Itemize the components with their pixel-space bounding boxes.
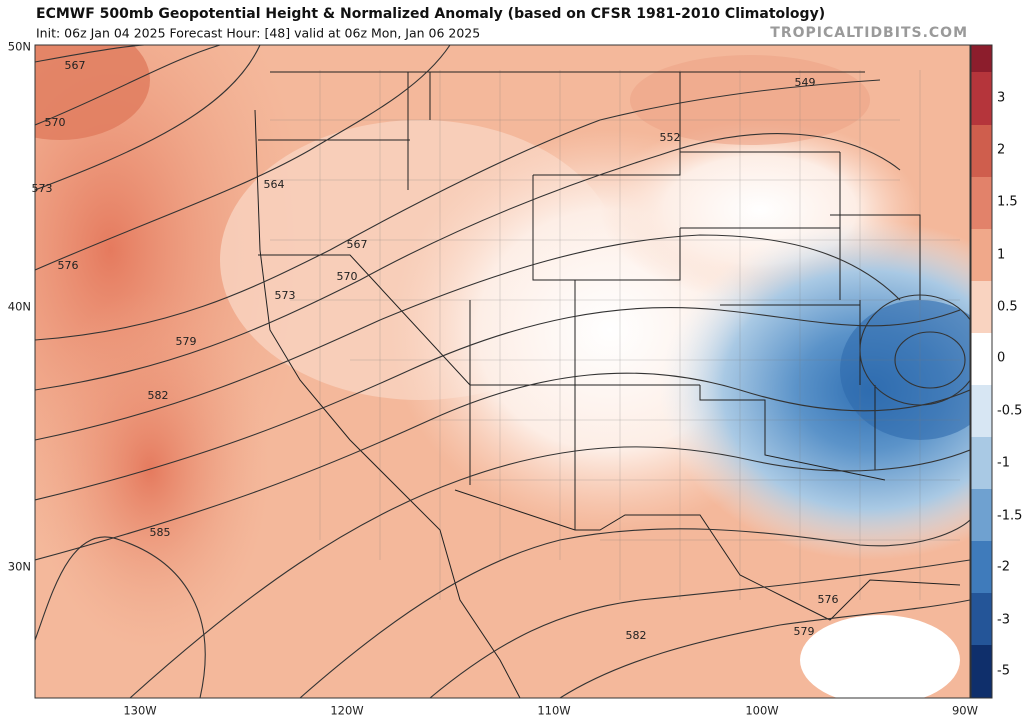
contour-label: 585 [150,526,171,539]
map-frame [34,44,971,699]
contour-label: 567 [347,238,368,251]
contour-label: 576 [58,259,79,272]
colorbar-label: -2 [997,560,1010,575]
title: ECMWF 500mb Geopotential Height & Normal… [36,6,825,22]
contour-label: 573 [32,182,53,195]
longitude-label: 100W [745,704,778,718]
contour-label: 582 [148,389,169,402]
contour-label: 567 [65,59,86,72]
contour-label: 579 [176,335,197,348]
colorbar-label: -3 [997,613,1010,628]
contour-label: 582 [626,629,647,642]
colorbar-label: -5 [997,664,1010,679]
contour-label: 549 [795,76,816,89]
colorbar-label: 2 [997,143,1005,158]
contour-labels: 567 570 573 576 579 582 585 564 567 570 … [32,59,839,642]
contour-label: 576 [818,593,839,606]
longitude-label: 130W [123,704,156,718]
height-contours [35,45,970,698]
contour-label: 579 [794,625,815,638]
latitude-label: 40N [8,300,31,314]
contour-label: 570 [45,116,66,129]
watermark: TROPICALTIDBITS.COM [770,25,968,41]
colorbar-labels: 3 2 1.5 1 0.5 0 -0.5 -1 -1.5 -2 -3 -5 [997,91,1022,679]
colorbar-label: 1 [997,248,1005,263]
longitude-label: 120W [330,704,363,718]
contour-label: 552 [660,131,681,144]
colorbar-label: 0.5 [997,300,1018,315]
longitude-label: 110W [537,704,570,718]
colorbar-label: -0.5 [997,404,1022,419]
longitude-labels: 130W 120W 110W 100W 90W [123,704,978,718]
contour-label: 570 [337,270,358,283]
colorbar-label: 0 [997,351,1005,366]
latitude-label: 30N [8,560,31,574]
colorbar-label: 3 [997,91,1005,106]
latitude-label: 50N [8,40,31,54]
colorbar [970,44,993,699]
colorbar-label: -1.5 [997,509,1022,524]
latitude-labels: 50N 40N 30N [8,40,31,574]
subtitle: Init: 06z Jan 04 2025 Forecast Hour: [48… [36,26,480,41]
colorbar-label: 1.5 [997,195,1018,210]
colorbar-label: -1 [997,456,1010,471]
contour-label: 573 [275,289,296,302]
contour-label: 564 [264,178,285,191]
longitude-label: 90W [952,704,978,718]
